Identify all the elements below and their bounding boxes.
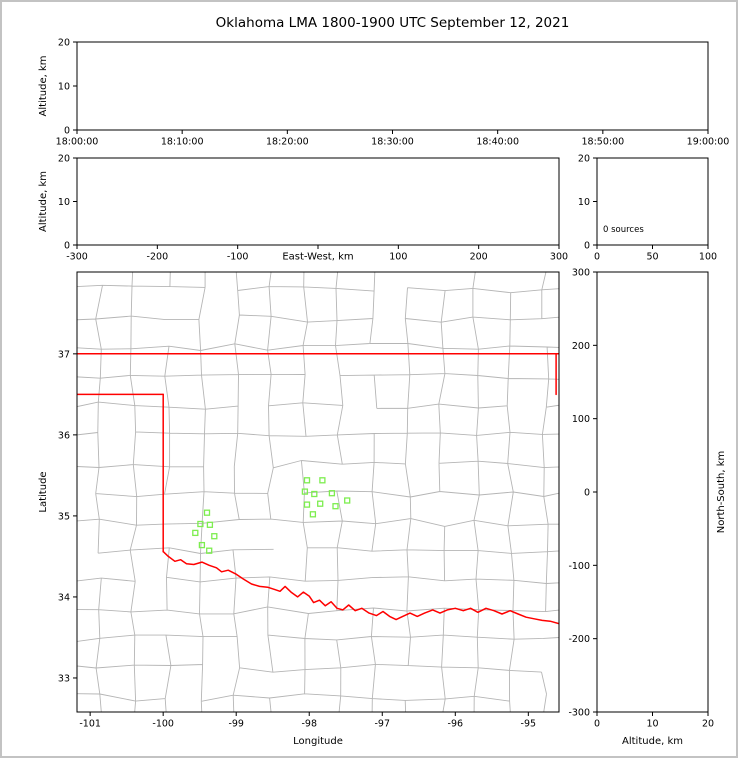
svg-text:-100: -100 [152, 719, 174, 730]
svg-text:20: 20 [578, 154, 590, 165]
source-count-annotation: 0 sources [603, 225, 644, 235]
source-marker [303, 501, 311, 508]
source-marker [192, 529, 199, 537]
svg-text:20: 20 [58, 154, 70, 165]
svg-text:18:40:00: 18:40:00 [476, 137, 519, 148]
svg-text:0: 0 [584, 488, 590, 499]
svg-text:20: 20 [58, 38, 70, 49]
svg-text:18:30:00: 18:30:00 [371, 137, 414, 148]
histogram-panel: 0 10 20 0 50 100 0 sources [578, 154, 717, 263]
svg-text:300: 300 [550, 252, 568, 263]
svg-text:0: 0 [584, 241, 590, 252]
svg-text:North-South, km: North-South, km [716, 451, 727, 534]
svg-text:Longitude: Longitude [293, 736, 343, 747]
svg-text:-95: -95 [521, 719, 537, 730]
svg-text:100: 100 [572, 414, 590, 425]
svg-text:-100: -100 [568, 561, 590, 572]
source-marker [301, 488, 309, 495]
svg-text:0: 0 [594, 719, 600, 730]
svg-text:-97: -97 [375, 719, 391, 730]
svg-text:-98: -98 [301, 719, 317, 730]
svg-text:34: 34 [58, 592, 70, 603]
svg-text:-200: -200 [568, 634, 590, 645]
svg-text:200: 200 [572, 341, 590, 352]
svg-text:-200: -200 [147, 252, 169, 263]
svg-text:-300: -300 [66, 252, 88, 263]
time-height-panel: 0 10 20 18:00:00 18:10:00 18:20:00 18:30:00 18:… [38, 38, 729, 148]
lma-source-points [192, 477, 351, 554]
source-marker [303, 477, 311, 484]
svg-text:-100: -100 [227, 252, 249, 263]
svg-text:50: 50 [646, 252, 658, 263]
source-marker [344, 497, 351, 504]
source-marker [317, 500, 324, 507]
svg-text:33: 33 [58, 673, 70, 684]
svg-text:18:50:00: 18:50:00 [581, 137, 624, 148]
svg-text:19:00:00: 19:00:00 [687, 137, 730, 148]
svg-text:20: 20 [702, 719, 714, 730]
source-marker [206, 521, 214, 528]
svg-text:35: 35 [58, 511, 70, 522]
svg-text:-96: -96 [448, 719, 464, 730]
svg-text:100: 100 [699, 252, 717, 263]
source-marker [197, 520, 204, 528]
figure-title: Oklahoma LMA 1800-1900 UTC September 12,… [215, 15, 570, 31]
svg-text:Latitude: Latitude [38, 471, 49, 512]
svg-text:100: 100 [389, 252, 407, 263]
svg-text:Altitude, km: Altitude, km [622, 736, 683, 747]
source-marker [319, 477, 326, 484]
svg-text:0: 0 [64, 126, 70, 137]
svg-text:10: 10 [578, 197, 590, 208]
svg-text:-99: -99 [228, 719, 244, 730]
source-marker [211, 533, 218, 540]
svg-text:200: 200 [470, 252, 488, 263]
svg-text:Altitude, km: Altitude, km [38, 56, 49, 117]
svg-text:-300: -300 [568, 708, 590, 719]
ew-height-panel: 0 10 20 -300 -200 -100 100 200 300 East-West, km A… [38, 154, 568, 263]
source-marker [203, 509, 211, 516]
county-boundaries [77, 272, 559, 712]
svg-text:10: 10 [58, 197, 70, 208]
svg-text:10: 10 [58, 82, 70, 93]
svg-text:37: 37 [58, 349, 70, 360]
svg-text:36: 36 [58, 430, 70, 441]
svg-text:-101: -101 [79, 719, 101, 730]
svg-text:East-West, km: East-West, km [282, 252, 353, 263]
state-border [77, 353, 559, 625]
svg-text:10: 10 [646, 719, 658, 730]
source-marker [206, 547, 213, 554]
svg-text:18:20:00: 18:20:00 [266, 137, 309, 148]
svg-text:0: 0 [64, 241, 70, 252]
source-marker [309, 511, 317, 518]
map-panel: 33 34 35 36 37 -101 -100 -99 -98 -97 -96 -95 Longitu… [38, 271, 560, 747]
source-marker [311, 490, 318, 498]
source-marker [332, 503, 339, 510]
source-marker [198, 541, 206, 549]
source-marker [328, 490, 336, 497]
ns-height-panel: -300 -200 -100 0 100 200 300 0 10 20 Altitude, km N… [568, 268, 727, 748]
svg-text:Altitude, km: Altitude, km [38, 171, 49, 232]
svg-text:18:00:00: 18:00:00 [56, 137, 99, 148]
svg-text:18:10:00: 18:10:00 [161, 137, 204, 148]
svg-text:300: 300 [572, 268, 590, 279]
svg-text:0: 0 [594, 252, 600, 263]
